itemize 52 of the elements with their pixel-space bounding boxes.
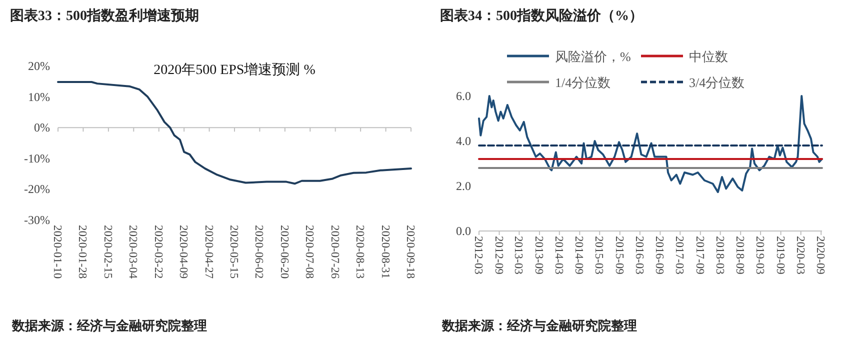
x-tick-label: 2017-03 bbox=[673, 236, 686, 275]
legend-label: 1/4分位数 bbox=[555, 75, 611, 90]
x-tick-label: 2020-04-27 bbox=[202, 225, 214, 279]
y-tick-label: -20% bbox=[24, 182, 50, 196]
x-tick-label: 2015-03 bbox=[592, 236, 605, 275]
x-tick-label: 2020-06-20 bbox=[278, 225, 290, 279]
source-note: 数据来源：经济与金融研究院整理 bbox=[11, 318, 207, 333]
x-tick-label: 2020-08-31 bbox=[378, 225, 391, 279]
x-tick-label: 2020-09-18 bbox=[404, 225, 416, 279]
chart-title: 图表33：500指数盈利增速预期 bbox=[10, 8, 199, 24]
x-tick-label: 2020-02-15 bbox=[101, 225, 114, 279]
x-tick-label: 2012-03 bbox=[472, 236, 484, 275]
x-tick-label: 2020-08-13 bbox=[354, 225, 366, 279]
x-tick-label: 2018-09 bbox=[734, 236, 746, 275]
x-tick-label: 2015-09 bbox=[612, 236, 625, 275]
x-tick-label: 2012-09 bbox=[492, 236, 504, 275]
x-tick-label: 2017-09 bbox=[693, 236, 706, 275]
source-note: 数据来源：经济与金融研究院整理 bbox=[441, 318, 637, 333]
y-tick-label: -30% bbox=[24, 213, 50, 227]
x-tick-label: 2013-03 bbox=[512, 236, 524, 275]
y-tick-label: 20% bbox=[28, 59, 50, 73]
y-tick-label: -10% bbox=[24, 151, 50, 166]
legend-label: 3/4分位数 bbox=[689, 75, 745, 90]
x-tick-label: 2020-03 bbox=[794, 236, 806, 275]
x-tick-label: 2018-03 bbox=[713, 236, 726, 275]
x-tick-label: 2020-01-10 bbox=[51, 225, 63, 279]
x-tick-label: 2020-06-02 bbox=[252, 225, 265, 279]
x-tick-label: 2020-07-08 bbox=[303, 225, 316, 279]
x-tick-label: 2020-03-04 bbox=[126, 225, 139, 279]
y-tick-label: 0.0 bbox=[456, 224, 471, 238]
x-tick-label: 2019-03 bbox=[754, 236, 766, 275]
x-tick-label: 2014-03 bbox=[552, 236, 564, 275]
x-tick-label: 2016-09 bbox=[653, 236, 666, 275]
x-tick-label: 2020-01-28 bbox=[76, 225, 88, 279]
x-tick-label: 2020-09 bbox=[814, 236, 826, 275]
x-tick-label: 2016-03 bbox=[632, 236, 645, 275]
x-tick-label: 2020-03-22 bbox=[152, 225, 164, 279]
y-tick-label: 2.0 bbox=[456, 179, 471, 193]
x-tick-label: 2020-07-26 bbox=[328, 225, 340, 279]
legend-label: 风险溢价，% bbox=[555, 49, 631, 64]
x-tick-label: 2020-05-15 bbox=[228, 225, 240, 279]
x-tick-label: 2014-09 bbox=[572, 236, 585, 275]
y-tick-label: 4.0 bbox=[456, 134, 471, 148]
y-tick-label: 0% bbox=[34, 120, 50, 135]
legend-label: 中位数 bbox=[689, 49, 728, 64]
chart-subtitle: 2020年500 EPS增速预测 % bbox=[154, 62, 316, 78]
x-tick-label: 2013-09 bbox=[532, 236, 544, 275]
x-tick-label: 2020-04-09 bbox=[177, 225, 190, 279]
chart-title: 图表34：500指数风险溢价（%） bbox=[440, 8, 643, 24]
y-tick-label: 6.0 bbox=[456, 89, 471, 103]
x-tick-label: 2019-09 bbox=[774, 236, 786, 275]
y-tick-label: 10% bbox=[28, 90, 50, 104]
